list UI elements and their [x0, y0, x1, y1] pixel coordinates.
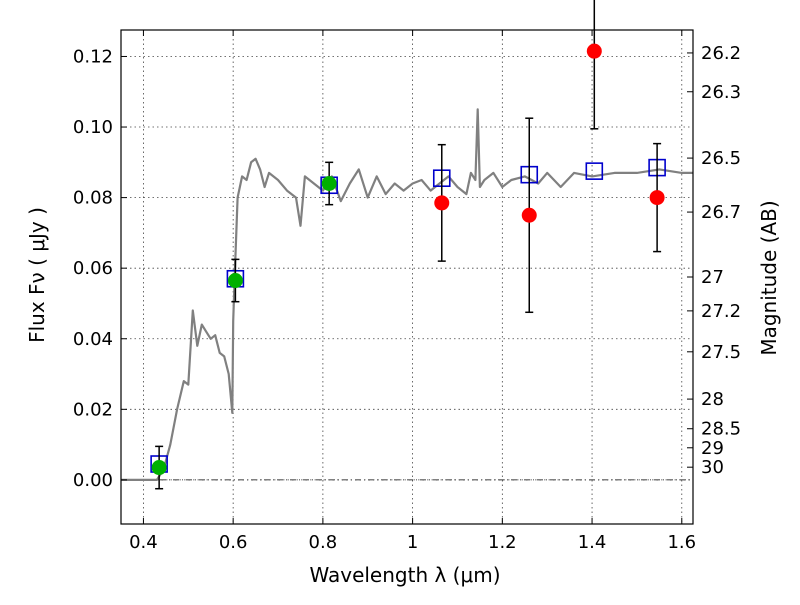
data-point [587, 44, 602, 59]
model-spectrum-line [121, 109, 693, 480]
mag-tick-label: 27.5 [701, 342, 741, 363]
x-tick-label: 0.4 [129, 532, 158, 553]
chart-svg: 0.4 0.6 0.8 1 1.2 1.4 1.6 0.00 0.02 0.04 0.06 0.08 0… [0, 0, 800, 600]
mag-tick-label: 26.2 [701, 43, 741, 64]
y-tick-label: 0.04 [73, 329, 113, 350]
mag-tick-label: 29 [701, 438, 724, 459]
y-tick-label: 0.12 [73, 46, 113, 67]
mag-tick-label: 26.5 [701, 148, 741, 169]
sed-chart: 0.4 0.6 0.8 1 1.2 1.4 1.6 0.00 0.02 0.04 0.06 0.08 0… [0, 0, 800, 600]
x-tick-label: 1.6 [667, 532, 696, 553]
x-tick-label: 1.2 [488, 532, 517, 553]
data-point [650, 190, 665, 205]
y-tick-label: 0.10 [73, 117, 113, 138]
mag-tick-label: 27 [701, 267, 724, 288]
labels-layer: Wavelength λ (μm) Flux Fν ( μJy ) Magnit… [25, 200, 781, 587]
data-point [434, 195, 449, 210]
data-point [152, 460, 167, 475]
x-tick-label: 0.6 [219, 532, 248, 553]
x-axis-label: Wavelength λ (μm) [309, 563, 500, 587]
data-point [522, 208, 537, 223]
mag-tick-label: 26.3 [701, 82, 741, 103]
points-layer [151, 0, 665, 489]
mag-tick-label: 27.2 [701, 301, 741, 322]
mag-tick-label: 30 [701, 457, 724, 478]
y2-axis-label: Magnitude (AB) [757, 200, 781, 355]
mag-tick-label: 28 [701, 389, 724, 410]
axes-layer: 0.4 0.6 0.8 1 1.2 1.4 1.6 0.00 0.02 0.04 0.06 0.08 0… [73, 30, 741, 553]
data-point [322, 176, 337, 191]
y-tick-label: 0.00 [73, 470, 113, 491]
data-point [228, 273, 243, 288]
x-tick-label: 1 [407, 532, 418, 553]
y-tick-label: 0.02 [73, 399, 113, 420]
y-tick-label: 0.08 [73, 188, 113, 209]
grid-layer [121, 30, 693, 524]
y-tick-label: 0.06 [73, 258, 113, 279]
mag-tick-label: 26.7 [701, 202, 741, 223]
y-axis-label: Flux Fν ( μJy ) [25, 207, 49, 343]
model-layer [121, 109, 693, 480]
plot-frame [121, 30, 693, 524]
x-tick-label: 0.8 [309, 532, 338, 553]
mag-tick-label: 28.5 [701, 419, 741, 440]
x-tick-label: 1.4 [578, 532, 607, 553]
